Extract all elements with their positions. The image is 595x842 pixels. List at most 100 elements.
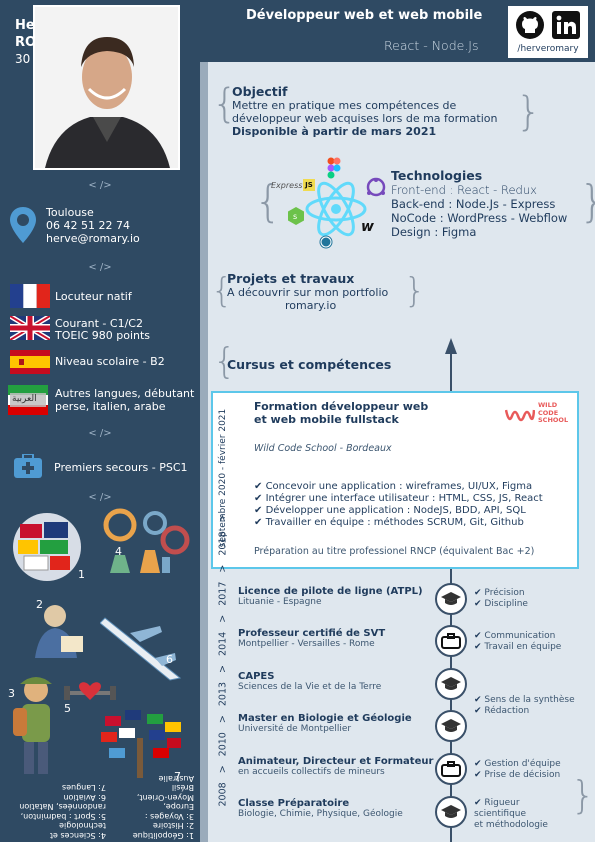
- cursus-title: Cursus et compétences: [227, 357, 392, 372]
- brace-right: }: [516, 89, 542, 135]
- hobby-number-3: 3: [8, 687, 15, 700]
- brace-right: }: [579, 180, 595, 224]
- legend-item: 2: Histoire: [152, 821, 194, 831]
- check-icon: ✔: [474, 631, 482, 641]
- express-logo: Express: [271, 181, 303, 190]
- lang-english: Courant - C1/C2 TOEIC 980 points: [55, 317, 151, 342]
- lang-french: Locuteur natif: [55, 290, 132, 303]
- spanish-flag-icon: [10, 350, 50, 374]
- hobby-number-2: 2: [36, 598, 43, 611]
- graduation-cap-icon: [435, 796, 467, 828]
- graduation-cap-icon: [435, 583, 467, 615]
- skill-text: Travail en équipe: [484, 642, 562, 652]
- separator: < />: [88, 262, 112, 273]
- formation-skill-text: Travailler en équipe : méthodes SCRUM, G…: [265, 517, 524, 528]
- github-icon[interactable]: [516, 11, 544, 39]
- legend-item: 1: Géopolitique: [132, 831, 194, 840]
- graduation-cap-icon: [435, 710, 467, 742]
- skills-animator: ✔ Gestion d'équipe ✔ Prise de décision: [474, 759, 561, 781]
- formation-skill: ✔ Concevoir une application : wireframes…: [254, 481, 543, 493]
- tech-frontend: Front-end : React - Redux: [391, 183, 537, 197]
- traveler-illustration: [13, 677, 52, 774]
- job-title: Développeur web et web mobile: [246, 8, 483, 23]
- legend-col-2: 4: Sciences et technologie 5: Sport : ba…: [6, 782, 106, 841]
- separator: < />: [88, 180, 112, 191]
- briefcase-icon: [435, 625, 467, 657]
- social-box[interactable]: /herveromary: [508, 6, 588, 58]
- objective-section: Objectif Mettre en pratique mes compéten…: [232, 84, 498, 139]
- skill-text: Rigueur: [484, 798, 520, 808]
- location-pin-icon: [10, 207, 36, 243]
- check-icon: ✔: [254, 517, 263, 528]
- skill-text: Gestion d'équipe: [484, 759, 561, 769]
- skills-teacher: ✔ Communication ✔ Travail en équipe: [474, 631, 561, 653]
- sidebar: Hervé ROMARY 30 ans < /> Toulouse 06 42 …: [0, 0, 200, 842]
- skills-capes: ✔ Sens de la synthèse ✔ Rédaction: [474, 695, 575, 717]
- check-icon: ✔: [474, 798, 482, 808]
- projects-title: Projets et travaux: [227, 271, 355, 286]
- skill-text: Sens de la synthèse: [484, 695, 575, 705]
- graduation-cap-icon: [435, 668, 467, 700]
- legend-item: Moyen-Orient, Brésil: [136, 783, 194, 803]
- formation-card: septembre 2020 - février 2021 Formation …: [211, 391, 579, 569]
- other-flags: العربية: [8, 385, 50, 415]
- linkedin-icon[interactable]: [552, 11, 580, 39]
- projects-line-1: A découvrir sur mon portfolio: [227, 286, 389, 299]
- wordpress-icon: [319, 235, 333, 249]
- brace-left: {: [211, 271, 233, 311]
- uk-flag-icon: [10, 316, 50, 340]
- formation-skill: ✔ Travailler en équipe : méthodes SCRUM,…: [254, 517, 543, 529]
- legend-item: Australie: [158, 774, 194, 783]
- first-aid-kit-icon: [14, 454, 42, 478]
- header-bar: Développeur web et web mobile React - No…: [200, 0, 595, 62]
- lang-others: Autres langues, débutant perse, italien,…: [55, 387, 195, 413]
- availability: Disponible à partir de mars 2021: [232, 125, 437, 138]
- entry-subtitle: Université de Montpellier: [238, 724, 352, 734]
- entry-master: Master en Biologie et Géologie Universit…: [238, 713, 412, 735]
- tech-section: Technologies Front-end : React - Redux B…: [391, 169, 568, 240]
- formation-skill: ✔ Développer une application : NodeJS, B…: [254, 505, 543, 517]
- entry-capes: CAPES Sciences de la Vie et de la Terre: [238, 671, 381, 693]
- skill-text: Précision: [484, 588, 525, 598]
- tech-design: Design : Figma: [391, 225, 477, 239]
- contact-block: Toulouse 06 42 51 22 74 herve@romary.io: [46, 206, 140, 245]
- skill-text: Prise de décision: [484, 770, 561, 780]
- separator: < />: [88, 428, 112, 439]
- hobby-number-4: 4: [115, 545, 122, 558]
- skill-text: Rédaction: [484, 706, 530, 716]
- check-icon: ✔: [474, 770, 482, 780]
- brace-right: }: [571, 773, 595, 817]
- tech-nocode: NoCode : WordPress - Webflow: [391, 211, 568, 225]
- hobby-number-1: 1: [78, 568, 85, 581]
- brace-left: {: [213, 341, 236, 382]
- check-icon: ✔: [474, 759, 482, 769]
- figma-icon: [327, 157, 341, 179]
- legend-item: 4: Sciences et technologie: [49, 821, 106, 841]
- entry-title: Classe Préparatoire: [238, 798, 350, 809]
- legend-item: 7: Langues: [61, 783, 106, 793]
- history-illustration: [35, 605, 83, 658]
- contact-phone: 06 42 51 22 74: [46, 219, 130, 232]
- check-icon: ✔: [474, 706, 482, 716]
- french-flag-icon: [10, 284, 50, 308]
- react-icon: [305, 181, 367, 237]
- objective-line-1: Mettre en pratique mes compétences de: [232, 99, 457, 112]
- entry-prepa: Classe Préparatoire Biologie, Chimie, Ph…: [238, 798, 403, 820]
- lang-spanish: Niveau scolaire - B2: [55, 355, 165, 368]
- formation-skill-text: Concevoir une application : wireframes, …: [265, 481, 533, 492]
- objective-line-2: développeur web acquises lors de ma form…: [232, 112, 498, 125]
- hobby-number-7: 7: [174, 770, 181, 783]
- entry-subtitle: en accueils collectifs de mineurs: [238, 767, 385, 777]
- wild-code-school-logo: WILD CODE SCHOOL: [505, 401, 575, 430]
- iran-flag-icon: [8, 385, 48, 415]
- entry-subtitle: Lituanie - Espagne: [238, 597, 322, 607]
- javascript-icon: JS: [303, 179, 315, 191]
- portfolio-link[interactable]: romary.io: [285, 299, 337, 312]
- entry-teacher: Professeur certifié de SVT Montpellier -…: [238, 628, 385, 650]
- entry-animator: Animateur, Directeur et Formateur en acc…: [238, 756, 433, 778]
- separator: < />: [88, 492, 112, 503]
- legend-item: 6: Aviation: [63, 793, 106, 802]
- entry-subtitle: Montpellier - Versailles - Rome: [238, 639, 375, 649]
- social-handle[interactable]: /herveromary: [517, 44, 579, 54]
- legend-item: 3: Voyages : Europe,: [144, 802, 194, 822]
